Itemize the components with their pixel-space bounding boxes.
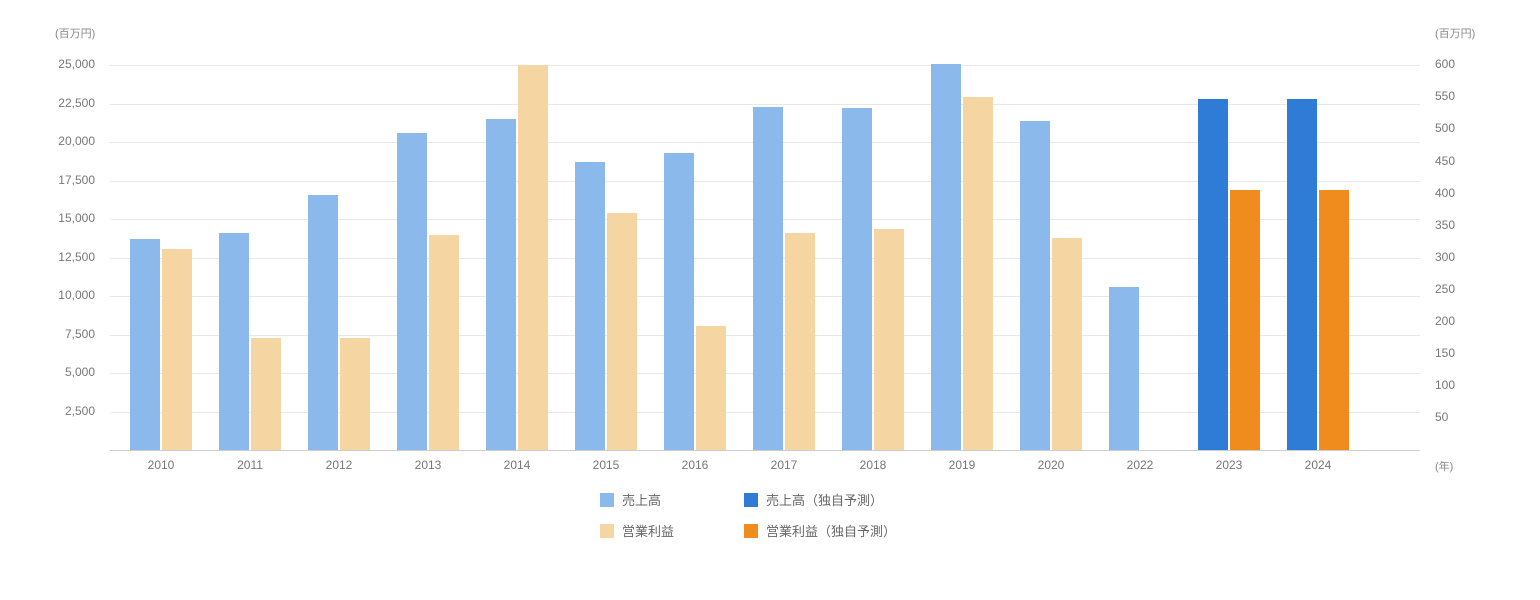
bar-opincome-forecast (1319, 190, 1349, 450)
ytick-right: 450 (1435, 154, 1455, 168)
bar-revenue-actual (1020, 121, 1050, 450)
ytick-right: 100 (1435, 378, 1455, 392)
revenue-op-income-chart: (百万円) (百万円) (年) 2,500 5,000 7,500 10,000 12,500… (0, 0, 1540, 600)
xtick: 2011 (237, 458, 263, 472)
xtick: 2018 (860, 458, 887, 472)
bar-opincome-actual (607, 213, 637, 450)
xtick: 2010 (148, 458, 175, 472)
ytick-left: 7,500 (0, 327, 95, 341)
bar-revenue-actual (219, 233, 249, 450)
ytick-left: 5,000 (0, 365, 95, 379)
bar-opincome-actual (429, 235, 459, 450)
right-axis-title: (百万円) (1435, 25, 1475, 41)
gridline (110, 65, 1420, 66)
ytick-right: 250 (1435, 282, 1455, 296)
ytick-right: 600 (1435, 57, 1455, 71)
bar-revenue-actual (842, 108, 872, 450)
xtick: 2015 (593, 458, 620, 472)
bar-revenue-actual (1109, 287, 1139, 450)
bar-opincome-actual (1052, 238, 1082, 450)
legend-label: 売上高 (622, 490, 661, 509)
bar-revenue-actual (130, 239, 160, 450)
ytick-left: 12,500 (0, 250, 95, 264)
xtick: 2017 (771, 458, 798, 472)
bar-revenue-actual (308, 195, 338, 450)
legend-label: 営業利益（独自予測） (766, 521, 896, 540)
plot-area (110, 50, 1420, 451)
bar-opincome-actual (874, 229, 904, 450)
xtick: 2012 (326, 458, 353, 472)
legend-swatch (744, 493, 758, 507)
bar-revenue-actual (753, 107, 783, 450)
bar-opincome-actual (518, 65, 548, 450)
bar-revenue-forecast (1198, 99, 1228, 450)
ytick-left: 25,000 (0, 57, 95, 71)
ytick-right: 500 (1435, 121, 1455, 135)
bar-opincome-actual (785, 233, 815, 450)
xtick: 2020 (1038, 458, 1065, 472)
legend-swatch (600, 493, 614, 507)
ytick-left: 10,000 (0, 288, 95, 302)
legend-label: 売上高（独自予測） (766, 490, 883, 509)
ytick-right: 550 (1435, 89, 1455, 103)
ytick-left: 2,500 (0, 404, 95, 418)
legend-swatch (744, 524, 758, 538)
ytick-left: 15,000 (0, 211, 95, 225)
xtick: 2016 (682, 458, 709, 472)
bar-opincome-actual (696, 326, 726, 450)
ytick-left: 17,500 (0, 173, 95, 187)
ytick-left: 20,000 (0, 134, 95, 148)
xtick: 2019 (949, 458, 976, 472)
bar-revenue-actual (931, 64, 961, 450)
ytick-right: 350 (1435, 218, 1455, 232)
bar-revenue-forecast (1287, 99, 1317, 450)
bar-opincome-forecast (1230, 190, 1260, 450)
legend-item-op_income_forecast: 営業利益（独自予測） (744, 521, 896, 540)
xtick: 2024 (1305, 458, 1332, 472)
bar-revenue-actual (664, 153, 694, 450)
left-axis-title: (百万円) (55, 25, 95, 41)
bar-opincome-actual (340, 338, 370, 450)
legend-label: 営業利益 (622, 521, 674, 540)
x-axis-title: (年) (1435, 458, 1453, 474)
ytick-right: 150 (1435, 346, 1455, 360)
legend-item-op_income_actual: 営業利益 (600, 521, 674, 540)
bar-revenue-actual (397, 133, 427, 450)
ytick-left: 22,500 (0, 96, 95, 110)
legend-item-revenue_forecast: 売上高（独自予測） (744, 490, 896, 509)
ytick-right: 200 (1435, 314, 1455, 328)
xtick: 2023 (1216, 458, 1243, 472)
ytick-right: 50 (1435, 410, 1448, 424)
bar-opincome-actual (963, 97, 993, 450)
legend: 売上高 売上高（独自予測） 営業利益 営業利益（独自予測） (600, 490, 896, 540)
bar-revenue-actual (486, 119, 516, 450)
bar-revenue-actual (575, 162, 605, 450)
legend-item-revenue_actual: 売上高 (600, 490, 674, 509)
xtick: 2022 (1127, 458, 1154, 472)
bar-opincome-actual (251, 338, 281, 450)
xtick: 2014 (504, 458, 531, 472)
ytick-right: 300 (1435, 250, 1455, 264)
bar-opincome-actual (162, 249, 192, 450)
xtick: 2013 (415, 458, 442, 472)
legend-swatch (600, 524, 614, 538)
ytick-right: 400 (1435, 186, 1455, 200)
